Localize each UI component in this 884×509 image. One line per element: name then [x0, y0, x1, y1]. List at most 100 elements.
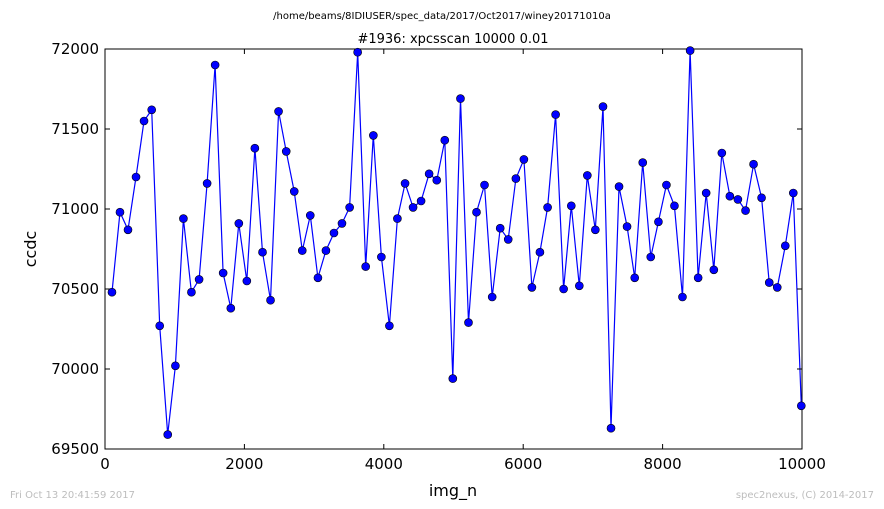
data-point — [393, 214, 402, 223]
data-point — [131, 172, 141, 182]
data-point — [202, 179, 212, 188]
data-point — [551, 110, 560, 119]
data-point — [646, 252, 656, 262]
data-point — [654, 217, 663, 227]
data-point — [226, 303, 236, 313]
data-point — [495, 223, 505, 233]
y-tick-label: 70000 — [51, 360, 99, 378]
data-point — [155, 321, 165, 331]
data-point — [535, 247, 545, 257]
data-point — [709, 265, 719, 275]
data-point — [218, 268, 228, 278]
data-markers — [107, 46, 806, 439]
y-tick-label: 69500 — [51, 440, 99, 458]
data-point — [693, 273, 703, 283]
data-point — [250, 143, 260, 153]
data-point — [297, 246, 307, 255]
data-point — [559, 284, 568, 294]
data-point — [266, 295, 275, 305]
data-point — [685, 46, 695, 55]
data-point — [179, 214, 188, 223]
y-tick-label: 72000 — [51, 40, 99, 58]
data-point — [345, 203, 354, 212]
data-point — [527, 283, 537, 292]
data-point — [638, 158, 648, 167]
data-point — [487, 292, 497, 302]
data-point — [361, 262, 370, 271]
y-axis-ticks: 69500 70000 70500 71000 71500 72000 — [51, 40, 802, 458]
data-point — [575, 281, 584, 291]
data-point — [519, 155, 529, 164]
data-point — [289, 187, 299, 196]
data-point — [788, 188, 798, 198]
x-axis-ticks: 0 2000 4000 6000 8000 10000 — [100, 49, 826, 473]
x-tick-label: 10000 — [778, 455, 826, 473]
x-axis-label: img_n — [429, 481, 477, 501]
data-point — [171, 361, 180, 371]
data-point — [630, 273, 640, 283]
data-point — [194, 275, 204, 284]
data-point — [115, 207, 125, 217]
plot-area: 0 2000 4000 6000 8000 10000 69500 70000 70500 71… — [51, 40, 826, 473]
data-point — [583, 171, 592, 180]
data-point — [464, 318, 473, 327]
data-point — [598, 102, 608, 111]
data-point — [281, 147, 291, 156]
data-point — [416, 196, 426, 206]
data-point — [369, 131, 378, 140]
data-point — [566, 201, 576, 211]
data-point — [741, 206, 750, 215]
chart-suptitle: /home/beams/8IDIUSER/spec_data/2017/Oct2… — [273, 11, 611, 22]
data-point — [139, 116, 149, 126]
data-point — [321, 246, 331, 255]
footer-timestamp: Fri Oct 13 20:41:59 2017 — [10, 490, 135, 501]
footer-credit: spec2nexus, (C) 2014-2017 — [736, 490, 874, 501]
data-point — [591, 225, 600, 235]
data-point — [511, 174, 521, 183]
data-point — [480, 180, 489, 190]
data-point — [503, 235, 513, 244]
plot-frame — [104, 48, 803, 450]
data-point — [678, 292, 687, 302]
data-point — [385, 321, 394, 331]
data-point — [329, 228, 339, 238]
data-point — [622, 222, 632, 231]
data-point — [757, 193, 766, 203]
data-point — [305, 211, 315, 220]
data-point — [448, 374, 458, 383]
data-line — [111, 50, 802, 435]
x-tick-label: 2000 — [225, 455, 263, 473]
data-point — [440, 135, 450, 145]
data-point — [456, 94, 465, 103]
data-point — [377, 252, 386, 262]
data-point — [472, 207, 481, 217]
data-point — [337, 219, 347, 228]
x-tick-label: 0 — [100, 455, 110, 473]
y-tick-label: 71000 — [51, 200, 99, 218]
data-point — [210, 60, 220, 70]
x-tick-label: 6000 — [504, 455, 542, 473]
data-point — [749, 159, 758, 169]
data-point — [606, 423, 616, 433]
y-tick-label: 70500 — [51, 280, 99, 298]
y-tick-label: 71500 — [51, 120, 99, 138]
x-tick-label: 8000 — [644, 455, 682, 473]
data-point — [400, 179, 410, 188]
data-point — [725, 191, 735, 201]
data-point — [733, 195, 743, 204]
data-point — [163, 430, 173, 439]
data-point — [780, 241, 790, 251]
data-point — [772, 283, 782, 292]
data-point — [701, 188, 711, 198]
data-point — [274, 107, 283, 116]
data-point — [147, 105, 156, 115]
data-point — [107, 287, 117, 297]
data-point — [408, 203, 418, 212]
data-point — [234, 219, 244, 228]
data-point — [187, 287, 196, 297]
data-point — [797, 401, 806, 411]
data-point — [614, 182, 624, 191]
data-point — [242, 276, 252, 286]
y-axis-label: ccdc — [21, 231, 40, 268]
